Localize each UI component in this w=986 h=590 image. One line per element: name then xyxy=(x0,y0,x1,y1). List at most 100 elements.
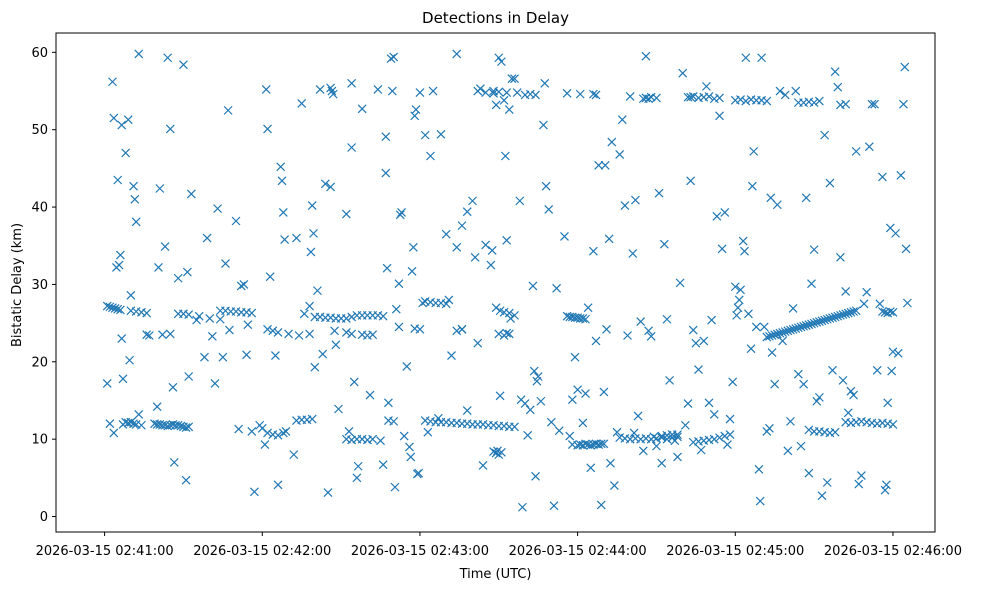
data-point xyxy=(126,417,136,427)
data-point xyxy=(623,331,632,340)
data-point xyxy=(257,423,267,433)
y-tick-label: 10 xyxy=(31,433,48,448)
data-point xyxy=(646,331,656,341)
data-point xyxy=(835,310,845,320)
data-point xyxy=(822,314,832,324)
data-point xyxy=(814,392,824,402)
data-point xyxy=(762,96,772,106)
data-point xyxy=(263,124,272,134)
data-point xyxy=(144,331,154,340)
data-point xyxy=(757,53,766,63)
data-point xyxy=(397,208,406,217)
data-point xyxy=(297,98,307,108)
data-point xyxy=(875,299,885,309)
data-point xyxy=(273,430,283,440)
data-point xyxy=(165,124,175,134)
data-point xyxy=(581,314,590,324)
data-point xyxy=(131,217,141,227)
data-point xyxy=(468,196,477,206)
data-point xyxy=(902,298,912,308)
data-point xyxy=(381,132,391,142)
data-point xyxy=(788,324,798,334)
data-point xyxy=(754,464,764,474)
data-point xyxy=(896,170,906,180)
data-point xyxy=(715,433,724,443)
y-tick-label: 60 xyxy=(31,46,48,61)
data-point xyxy=(117,334,127,344)
data-point xyxy=(791,324,801,333)
data-point xyxy=(770,379,780,389)
data-point xyxy=(142,308,152,318)
data-point xyxy=(591,336,601,346)
data-point xyxy=(594,160,604,170)
data-point xyxy=(525,405,535,415)
data-point xyxy=(415,88,425,97)
data-point xyxy=(704,92,714,101)
data-point xyxy=(347,329,357,339)
data-point xyxy=(184,372,194,381)
data-point xyxy=(263,324,272,334)
data-point xyxy=(825,178,835,188)
data-point xyxy=(489,88,498,98)
data-point xyxy=(670,436,680,446)
x-tick-label: 2026-03-15 02:46:00 xyxy=(824,544,962,559)
data-point xyxy=(807,279,816,289)
data-point xyxy=(142,330,152,340)
data-point xyxy=(772,200,782,210)
data-point xyxy=(481,88,491,97)
data-point xyxy=(888,420,898,429)
data-point xyxy=(893,348,903,358)
data-point xyxy=(686,92,696,102)
data-point xyxy=(596,439,606,449)
data-point xyxy=(778,336,788,346)
data-point xyxy=(261,85,271,94)
data-point xyxy=(804,468,814,478)
data-point xyxy=(441,299,451,309)
data-point xyxy=(242,350,251,360)
x-tick-label: 2026-03-15 02:44:00 xyxy=(509,544,647,559)
data-point xyxy=(215,314,225,324)
data-point xyxy=(775,328,785,338)
data-point xyxy=(654,188,664,198)
data-point xyxy=(382,263,392,273)
data-point xyxy=(428,86,438,96)
data-point xyxy=(659,239,669,249)
data-point xyxy=(447,351,456,361)
data-point xyxy=(606,458,615,468)
data-point xyxy=(833,82,843,92)
data-point xyxy=(541,181,551,191)
data-point xyxy=(305,329,315,339)
data-point xyxy=(878,172,887,182)
x-axis: 2026-03-15 02:41:00 2026-03-15 02:42:00 20… xyxy=(36,532,962,559)
data-point xyxy=(493,446,502,456)
data-point xyxy=(578,314,588,323)
data-point xyxy=(457,324,467,334)
y-tick-label: 20 xyxy=(31,355,48,370)
data-point xyxy=(715,93,724,103)
data-point xyxy=(523,430,533,440)
data-point xyxy=(289,450,299,460)
data-point xyxy=(452,326,462,336)
data-point xyxy=(327,86,337,96)
data-point xyxy=(675,278,685,288)
data-point xyxy=(841,309,851,319)
data-point xyxy=(376,436,385,446)
data-point xyxy=(786,416,795,426)
data-point xyxy=(644,94,653,104)
data-point xyxy=(717,244,727,254)
data-point xyxy=(841,99,851,109)
data-point xyxy=(117,120,127,130)
data-point xyxy=(851,146,861,156)
data-point xyxy=(395,210,405,220)
data-point xyxy=(770,330,780,340)
data-point xyxy=(415,324,425,334)
data-point xyxy=(129,181,138,191)
data-point xyxy=(452,242,462,252)
data-point xyxy=(462,406,472,415)
data-point xyxy=(406,452,416,462)
data-point xyxy=(234,424,244,434)
data-point xyxy=(305,301,315,311)
data-point xyxy=(528,281,538,291)
data-point xyxy=(809,318,819,328)
data-point xyxy=(801,321,811,330)
